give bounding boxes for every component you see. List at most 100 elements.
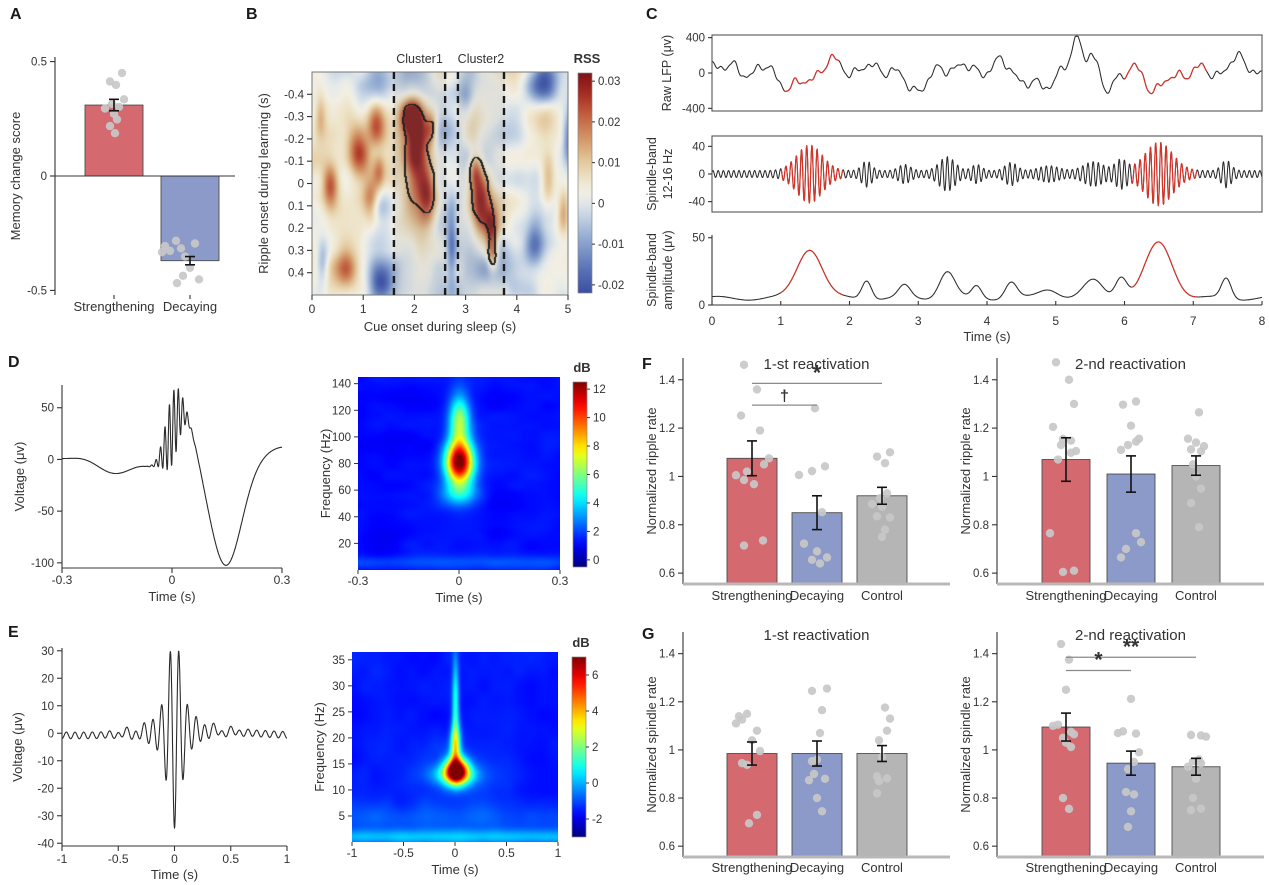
svg-text:Cue onset during sleep (s): Cue onset during sleep (s) xyxy=(364,319,516,334)
svg-text:0.3: 0.3 xyxy=(274,573,291,587)
svg-text:-0.2: -0.2 xyxy=(284,134,304,146)
svg-text:Control: Control xyxy=(861,588,903,603)
svg-text:0.3: 0.3 xyxy=(552,574,569,588)
svg-text:40: 40 xyxy=(692,141,705,153)
svg-text:10: 10 xyxy=(41,701,54,713)
svg-text:*: * xyxy=(1094,649,1103,672)
svg-text:10: 10 xyxy=(593,413,606,425)
svg-text:Strengthening: Strengthening xyxy=(1026,588,1107,603)
panel-label-b: B xyxy=(246,6,258,23)
svg-text:-0.01: -0.01 xyxy=(598,239,624,251)
svg-text:1: 1 xyxy=(360,302,367,316)
svg-text:7: 7 xyxy=(1190,314,1197,328)
svg-text:Time (s): Time (s) xyxy=(963,329,1010,344)
svg-text:dB: dB xyxy=(573,360,590,375)
svg-text:0.6: 0.6 xyxy=(973,841,989,853)
svg-text:Spindle-band: Spindle-band xyxy=(645,137,659,211)
svg-text:-0.4: -0.4 xyxy=(284,89,304,101)
svg-text:1.4: 1.4 xyxy=(659,375,676,387)
chart-F2-dots xyxy=(1045,358,1209,577)
panel-label-c: C xyxy=(646,6,658,23)
svg-text:-1: -1 xyxy=(347,846,358,860)
svg-text:-100: -100 xyxy=(31,558,54,570)
svg-text:-2: -2 xyxy=(592,814,602,826)
svg-text:-40: -40 xyxy=(688,197,705,209)
svg-text:80: 80 xyxy=(338,459,351,471)
svg-text:1.4: 1.4 xyxy=(659,649,676,661)
svg-text:1-st reactivation: 1-st reactivation xyxy=(764,627,870,644)
svg-text:-50: -50 xyxy=(37,506,54,518)
svg-text:0: 0 xyxy=(699,68,705,80)
svg-text:0: 0 xyxy=(456,574,463,588)
svg-text:15: 15 xyxy=(332,759,345,771)
chart-Ew: 30 20 10 0 -10 -20 -30 -40-1 -0.5 0 0.5 1 Time (s) Vo… xyxy=(10,646,291,882)
svg-text:0.8: 0.8 xyxy=(973,520,989,532)
svg-text:40: 40 xyxy=(338,512,351,524)
chart-Dw: 50 0 -50 -100 -0.3 0 0.3 Time (s) Voltage (μv) xyxy=(12,385,291,604)
svg-text:120: 120 xyxy=(332,405,351,417)
svg-text:1: 1 xyxy=(983,745,989,757)
svg-text:0.01: 0.01 xyxy=(598,158,620,170)
svg-text:Strengthening: Strengthening xyxy=(1026,860,1107,875)
svg-text:1.2: 1.2 xyxy=(659,423,675,435)
svg-text:Voltage (μv): Voltage (μv) xyxy=(10,712,25,782)
svg-text:Control: Control xyxy=(1175,860,1217,875)
svg-text:*: * xyxy=(813,361,822,384)
svg-text:25: 25 xyxy=(332,707,345,719)
svg-text:-0.5: -0.5 xyxy=(108,852,129,866)
svg-text:Spindle-band: Spindle-band xyxy=(645,233,659,307)
svg-text:0: 0 xyxy=(598,198,604,210)
svg-text:Voltage (μv): Voltage (μv) xyxy=(12,442,27,512)
svg-text:50: 50 xyxy=(41,403,54,415)
panel-label-g: G xyxy=(642,626,655,643)
svg-text:Decaying: Decaying xyxy=(1104,588,1158,603)
svg-text:0: 0 xyxy=(298,179,304,191)
svg-text:amplitude (μv): amplitude (μv) xyxy=(661,230,675,309)
panel-e-spectrogram-image xyxy=(352,652,558,842)
svg-text:0: 0 xyxy=(48,728,54,740)
svg-text:Cluster1: Cluster1 xyxy=(396,52,443,66)
svg-text:4: 4 xyxy=(513,302,520,316)
svg-text:Cluster2: Cluster2 xyxy=(458,52,505,66)
svg-text:0.6: 0.6 xyxy=(659,568,675,580)
svg-text:3: 3 xyxy=(462,302,469,316)
svg-text:12-16 Hz: 12-16 Hz xyxy=(661,149,675,200)
svg-text:0.8: 0.8 xyxy=(659,793,675,805)
svg-text:1: 1 xyxy=(669,471,675,483)
svg-text:0.6: 0.6 xyxy=(973,568,989,580)
svg-text:0.02: 0.02 xyxy=(598,117,620,129)
svg-text:8: 8 xyxy=(1259,314,1266,328)
svg-text:0.3: 0.3 xyxy=(288,245,304,257)
svg-text:†: † xyxy=(780,388,789,405)
svg-text:4: 4 xyxy=(984,314,991,328)
svg-text:4: 4 xyxy=(592,706,599,718)
chart-G2: 0.6 0.8 1 1.2 1.4 Normalized spindle rate 2-nd… xyxy=(958,627,1264,875)
chart-G2-dots xyxy=(1048,639,1211,832)
panel-label-e: E xyxy=(8,624,19,641)
svg-text:Decaying: Decaying xyxy=(1104,860,1158,875)
svg-text:0.5: 0.5 xyxy=(222,852,239,866)
svg-text:Frequency (Hz): Frequency (Hz) xyxy=(318,429,333,519)
svg-text:Decaying: Decaying xyxy=(163,299,217,314)
svg-text:0.5: 0.5 xyxy=(31,57,47,69)
svg-text:dB: dB xyxy=(572,635,589,650)
svg-text:Normalized ripple rate: Normalized ripple rate xyxy=(958,407,973,534)
svg-text:2-nd reactivation: 2-nd reactivation xyxy=(1075,356,1186,373)
svg-text:0: 0 xyxy=(592,778,598,790)
svg-text:-1: -1 xyxy=(57,852,68,866)
svg-text:30: 30 xyxy=(332,681,345,693)
svg-text:0.8: 0.8 xyxy=(659,520,675,532)
svg-text:60: 60 xyxy=(338,485,351,497)
svg-text:35: 35 xyxy=(332,655,345,667)
svg-text:140: 140 xyxy=(332,379,351,391)
svg-text:1: 1 xyxy=(777,314,784,328)
svg-text:5: 5 xyxy=(1052,314,1059,328)
svg-text:Strengthening: Strengthening xyxy=(712,588,793,603)
svg-text:Normalized ripple rate: Normalized ripple rate xyxy=(644,407,659,534)
svg-text:5: 5 xyxy=(339,811,345,823)
svg-text:-10: -10 xyxy=(37,756,54,768)
